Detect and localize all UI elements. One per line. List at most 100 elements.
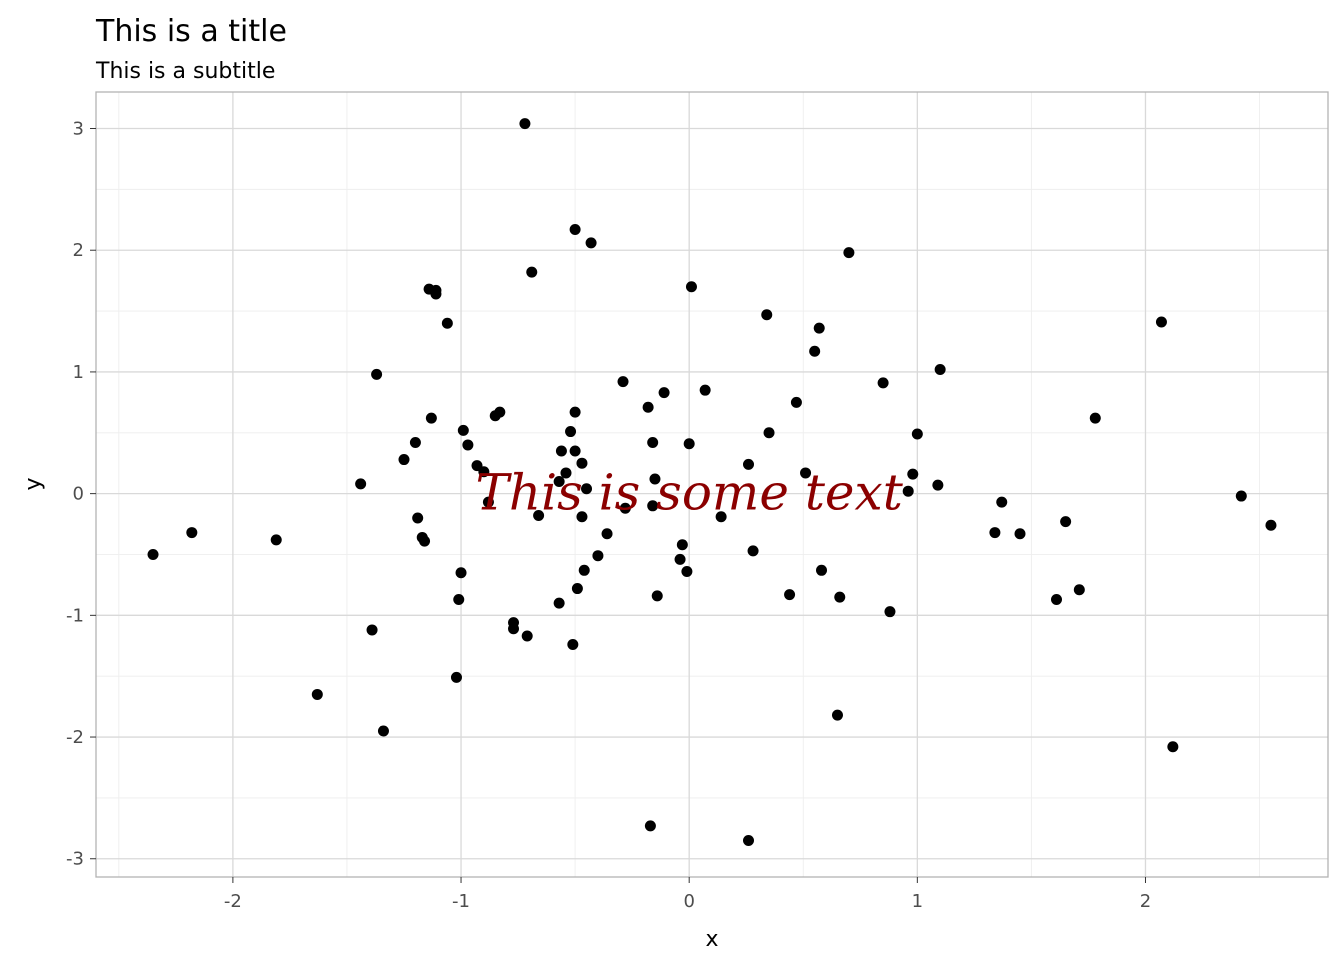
data-point bbox=[617, 376, 629, 388]
y-tick-label: -2 bbox=[66, 727, 84, 748]
data-point bbox=[355, 478, 367, 490]
data-point bbox=[567, 639, 579, 651]
data-point bbox=[996, 496, 1008, 508]
annotation-text: This is some text bbox=[476, 464, 904, 522]
y-tick-label: 2 bbox=[73, 240, 84, 261]
y-tick-label: 3 bbox=[73, 119, 84, 140]
x-axis-title: x bbox=[705, 927, 718, 952]
data-point bbox=[619, 502, 631, 514]
data-point bbox=[147, 548, 159, 560]
data-point bbox=[186, 527, 198, 539]
data-point bbox=[576, 457, 588, 469]
data-point bbox=[934, 363, 946, 375]
data-point bbox=[699, 384, 711, 396]
chart-subtitle: This is a subtitle bbox=[95, 59, 275, 84]
data-point bbox=[412, 512, 424, 524]
data-point bbox=[581, 483, 593, 495]
data-point bbox=[784, 589, 796, 601]
data-point bbox=[649, 473, 661, 485]
data-point bbox=[1051, 594, 1063, 606]
data-point bbox=[270, 534, 282, 546]
x-tick-label: -2 bbox=[224, 891, 242, 912]
data-point bbox=[790, 396, 802, 408]
data-point bbox=[647, 437, 659, 449]
data-point bbox=[644, 820, 656, 832]
data-point bbox=[569, 406, 581, 418]
data-point bbox=[366, 624, 378, 636]
data-point bbox=[1089, 412, 1101, 424]
x-tick-label: 1 bbox=[912, 891, 923, 912]
data-point bbox=[683, 438, 695, 450]
y-axis-title: y bbox=[21, 477, 46, 490]
data-point bbox=[553, 597, 565, 609]
data-point bbox=[816, 564, 828, 576]
data-point bbox=[747, 545, 759, 557]
axes: -2 -1 0 1 2 -3 -2 -1 0 1 2 3 bbox=[66, 119, 1151, 912]
chart-title: This is a title bbox=[95, 14, 287, 49]
data-point bbox=[430, 284, 442, 296]
data-point bbox=[569, 224, 581, 236]
panel-border bbox=[95, 91, 1329, 878]
data-point bbox=[902, 485, 914, 497]
data-point bbox=[533, 510, 545, 522]
data-point bbox=[585, 237, 597, 249]
data-point bbox=[884, 606, 896, 618]
data-point bbox=[911, 428, 923, 440]
data-point bbox=[834, 591, 846, 603]
data-point bbox=[800, 467, 812, 479]
data-point bbox=[831, 709, 843, 721]
data-point bbox=[578, 564, 590, 576]
data-point bbox=[676, 539, 688, 551]
data-point bbox=[478, 466, 490, 478]
data-point bbox=[674, 553, 686, 565]
data-point bbox=[409, 437, 421, 449]
data-point bbox=[761, 309, 773, 321]
data-point bbox=[743, 834, 755, 846]
data-point bbox=[457, 424, 469, 436]
data-point bbox=[813, 322, 825, 334]
data-point bbox=[1073, 584, 1085, 596]
data-point bbox=[571, 583, 583, 595]
data-point bbox=[526, 266, 538, 278]
data-point bbox=[907, 468, 919, 480]
data-point bbox=[565, 426, 577, 438]
data-point bbox=[592, 550, 604, 562]
data-point bbox=[425, 412, 437, 424]
data-point bbox=[1265, 519, 1277, 531]
data-point bbox=[651, 590, 663, 602]
x-tick-label: 2 bbox=[1140, 891, 1151, 912]
data-point bbox=[398, 454, 410, 466]
data-point bbox=[647, 500, 659, 512]
data-points bbox=[147, 118, 1277, 846]
data-point bbox=[809, 345, 821, 357]
data-point bbox=[1060, 516, 1072, 528]
data-point bbox=[763, 427, 775, 439]
y-tick-label: 1 bbox=[73, 362, 84, 383]
data-point bbox=[419, 535, 431, 547]
data-point bbox=[743, 458, 755, 470]
data-point bbox=[377, 725, 389, 737]
x-tick-label: -1 bbox=[452, 891, 470, 912]
data-point bbox=[1167, 741, 1179, 753]
y-tick-label: -3 bbox=[66, 849, 84, 870]
data-point bbox=[462, 439, 474, 451]
data-point bbox=[601, 528, 613, 540]
data-point bbox=[455, 567, 467, 579]
data-point bbox=[555, 445, 567, 457]
data-point bbox=[569, 445, 581, 457]
data-point bbox=[685, 281, 697, 293]
data-point bbox=[441, 317, 453, 329]
data-point bbox=[519, 118, 531, 130]
data-point bbox=[1155, 316, 1167, 328]
data-point bbox=[658, 387, 670, 399]
data-point bbox=[553, 475, 565, 487]
x-tick-label: 0 bbox=[683, 891, 694, 912]
data-point bbox=[989, 527, 1001, 539]
data-point bbox=[508, 623, 520, 635]
data-point bbox=[494, 406, 506, 418]
data-point bbox=[560, 467, 572, 479]
data-point bbox=[450, 671, 462, 683]
data-point bbox=[715, 511, 727, 523]
y-tick-label: 0 bbox=[73, 484, 84, 505]
